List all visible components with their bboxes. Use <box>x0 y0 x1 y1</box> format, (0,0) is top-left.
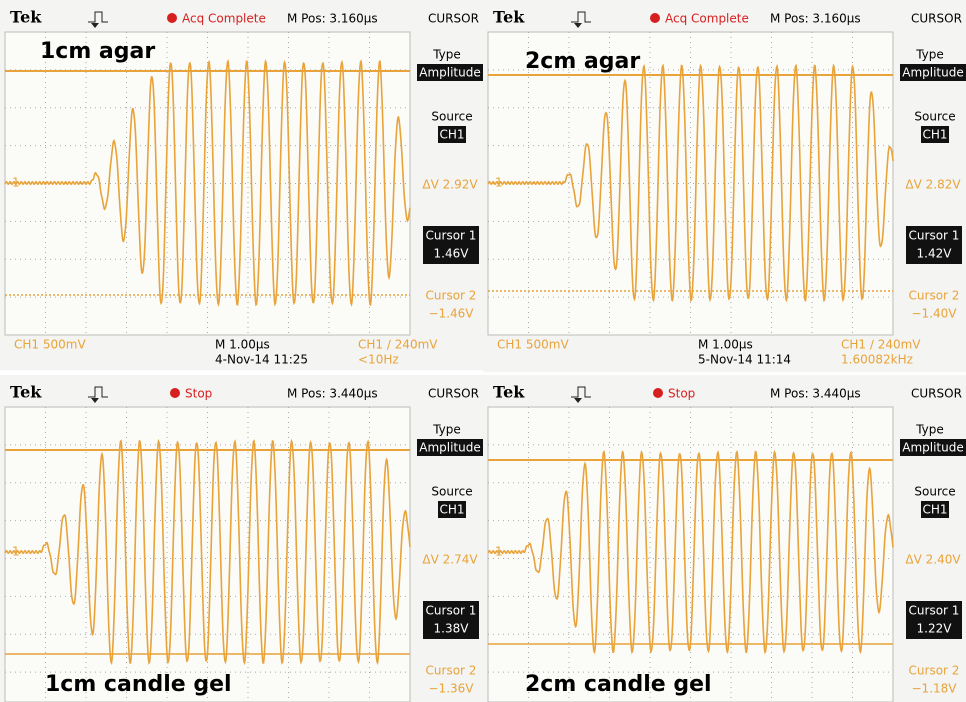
menu-delta: ΔV 2.92V <box>422 178 478 192</box>
menu-type-label: Type <box>432 423 461 437</box>
status-dot <box>653 388 663 398</box>
menu-cursor1-value: 1.42V <box>917 247 953 261</box>
menu-type-label: Type <box>915 48 944 62</box>
menu-title: CURSOR <box>428 387 479 401</box>
channel-marker: 1 <box>12 545 20 559</box>
menu-delta: ΔV 2.40V <box>905 553 961 567</box>
menu-title: CURSOR <box>911 387 962 401</box>
menu-delta: ΔV 2.74V <box>422 553 478 567</box>
channel-scale: CH1 500mV <box>14 338 86 352</box>
menu-source-value: CH1 <box>439 503 464 517</box>
menu-cursor1-value: 1.46V <box>434 247 470 261</box>
menu-cursor2-label: Cursor 2 <box>426 289 477 303</box>
menu-title: CURSOR <box>911 12 962 26</box>
menu-delta: ΔV 2.82V <box>905 178 961 192</box>
menu-cursor2-label: Cursor 2 <box>909 289 960 303</box>
oscilloscope-composite: Tek Acq Complete M Pos: 3.160µs CURSOR 1 1cm … <box>0 0 966 702</box>
scope-panel: Tek Stop M Pos: 3.440µs CURSOR 1 1cm candle g… <box>0 375 483 702</box>
menu-source-value: CH1 <box>439 128 464 142</box>
menu-cursor1-label: Cursor 1 <box>426 229 477 243</box>
m-pos: M Pos: 3.160µs <box>287 12 378 26</box>
scope-panel: Tek Acq Complete M Pos: 3.160µs CURSOR 1 2cm … <box>483 0 966 372</box>
menu-cursor1-label: Cursor 1 <box>426 604 477 618</box>
status-dot <box>170 388 180 398</box>
status: Acq Complete <box>665 12 749 26</box>
menu-cursor1-value: 1.38V <box>434 622 470 636</box>
menu-type-label: Type <box>915 423 944 437</box>
channel-marker: 1 <box>12 176 20 190</box>
menu-type-value: Amplitude <box>419 441 481 455</box>
frequency: 1.60082kHz <box>841 353 913 367</box>
menu-type-value: Amplitude <box>902 66 964 80</box>
date-time: 5-Nov-14 11:14 <box>698 353 791 367</box>
trigger-setting: CH1 ∕ 240mV <box>841 338 921 352</box>
status: Stop <box>668 387 695 401</box>
scope-panel: Tek Stop M Pos: 3.440µs CURSOR 1 2cm candle g… <box>483 375 966 702</box>
menu-title: CURSOR <box>428 12 479 26</box>
m-pos: M Pos: 3.440µs <box>287 387 378 401</box>
menu-source-label: Source <box>914 485 955 499</box>
menu-cursor2-value: −1.46V <box>429 307 475 321</box>
panel-label: 1cm agar <box>40 39 155 64</box>
menu-source-label: Source <box>431 485 472 499</box>
status: Stop <box>185 387 212 401</box>
menu-cursor2-value: −1.36V <box>429 682 475 696</box>
m-pos: M Pos: 3.440µs <box>770 387 861 401</box>
timebase: M 1.00µs <box>215 338 270 352</box>
m-pos: M Pos: 3.160µs <box>770 12 861 26</box>
channel-marker: 1 <box>495 545 503 559</box>
brand: Tek <box>493 8 525 27</box>
status-dot <box>650 13 660 23</box>
panel-label: 2cm candle gel <box>525 672 712 697</box>
scope-panel: Tek Acq Complete M Pos: 3.160µs CURSOR 1 1cm … <box>0 0 483 370</box>
menu-cursor2-label: Cursor 2 <box>426 664 477 678</box>
channel-scale: CH1 500mV <box>497 338 569 352</box>
menu-cursor1-value: 1.22V <box>917 622 953 636</box>
date-time: 4-Nov-14 11:25 <box>215 353 308 367</box>
brand: Tek <box>10 383 42 402</box>
frequency: <10Hz <box>358 353 399 367</box>
brand: Tek <box>10 8 42 27</box>
menu-cursor2-value: −1.18V <box>912 682 958 696</box>
menu-cursor1-label: Cursor 1 <box>909 604 960 618</box>
panel-label: 1cm candle gel <box>45 672 232 697</box>
menu-source-value: CH1 <box>922 503 947 517</box>
panel-label: 2cm agar <box>525 49 640 74</box>
timebase: M 1.00µs <box>698 338 753 352</box>
menu-source-label: Source <box>431 110 472 124</box>
trigger-setting: CH1 ∕ 240mV <box>358 338 438 352</box>
status: Acq Complete <box>182 12 266 26</box>
menu-source-label: Source <box>914 110 955 124</box>
menu-source-value: CH1 <box>922 128 947 142</box>
menu-cursor2-value: −1.40V <box>912 307 958 321</box>
menu-cursor1-label: Cursor 1 <box>909 229 960 243</box>
menu-type-label: Type <box>432 48 461 62</box>
menu-type-value: Amplitude <box>902 441 964 455</box>
brand: Tek <box>493 383 525 402</box>
status-dot <box>167 13 177 23</box>
menu-type-value: Amplitude <box>419 66 481 80</box>
menu-cursor2-label: Cursor 2 <box>909 664 960 678</box>
channel-marker: 1 <box>495 176 503 190</box>
